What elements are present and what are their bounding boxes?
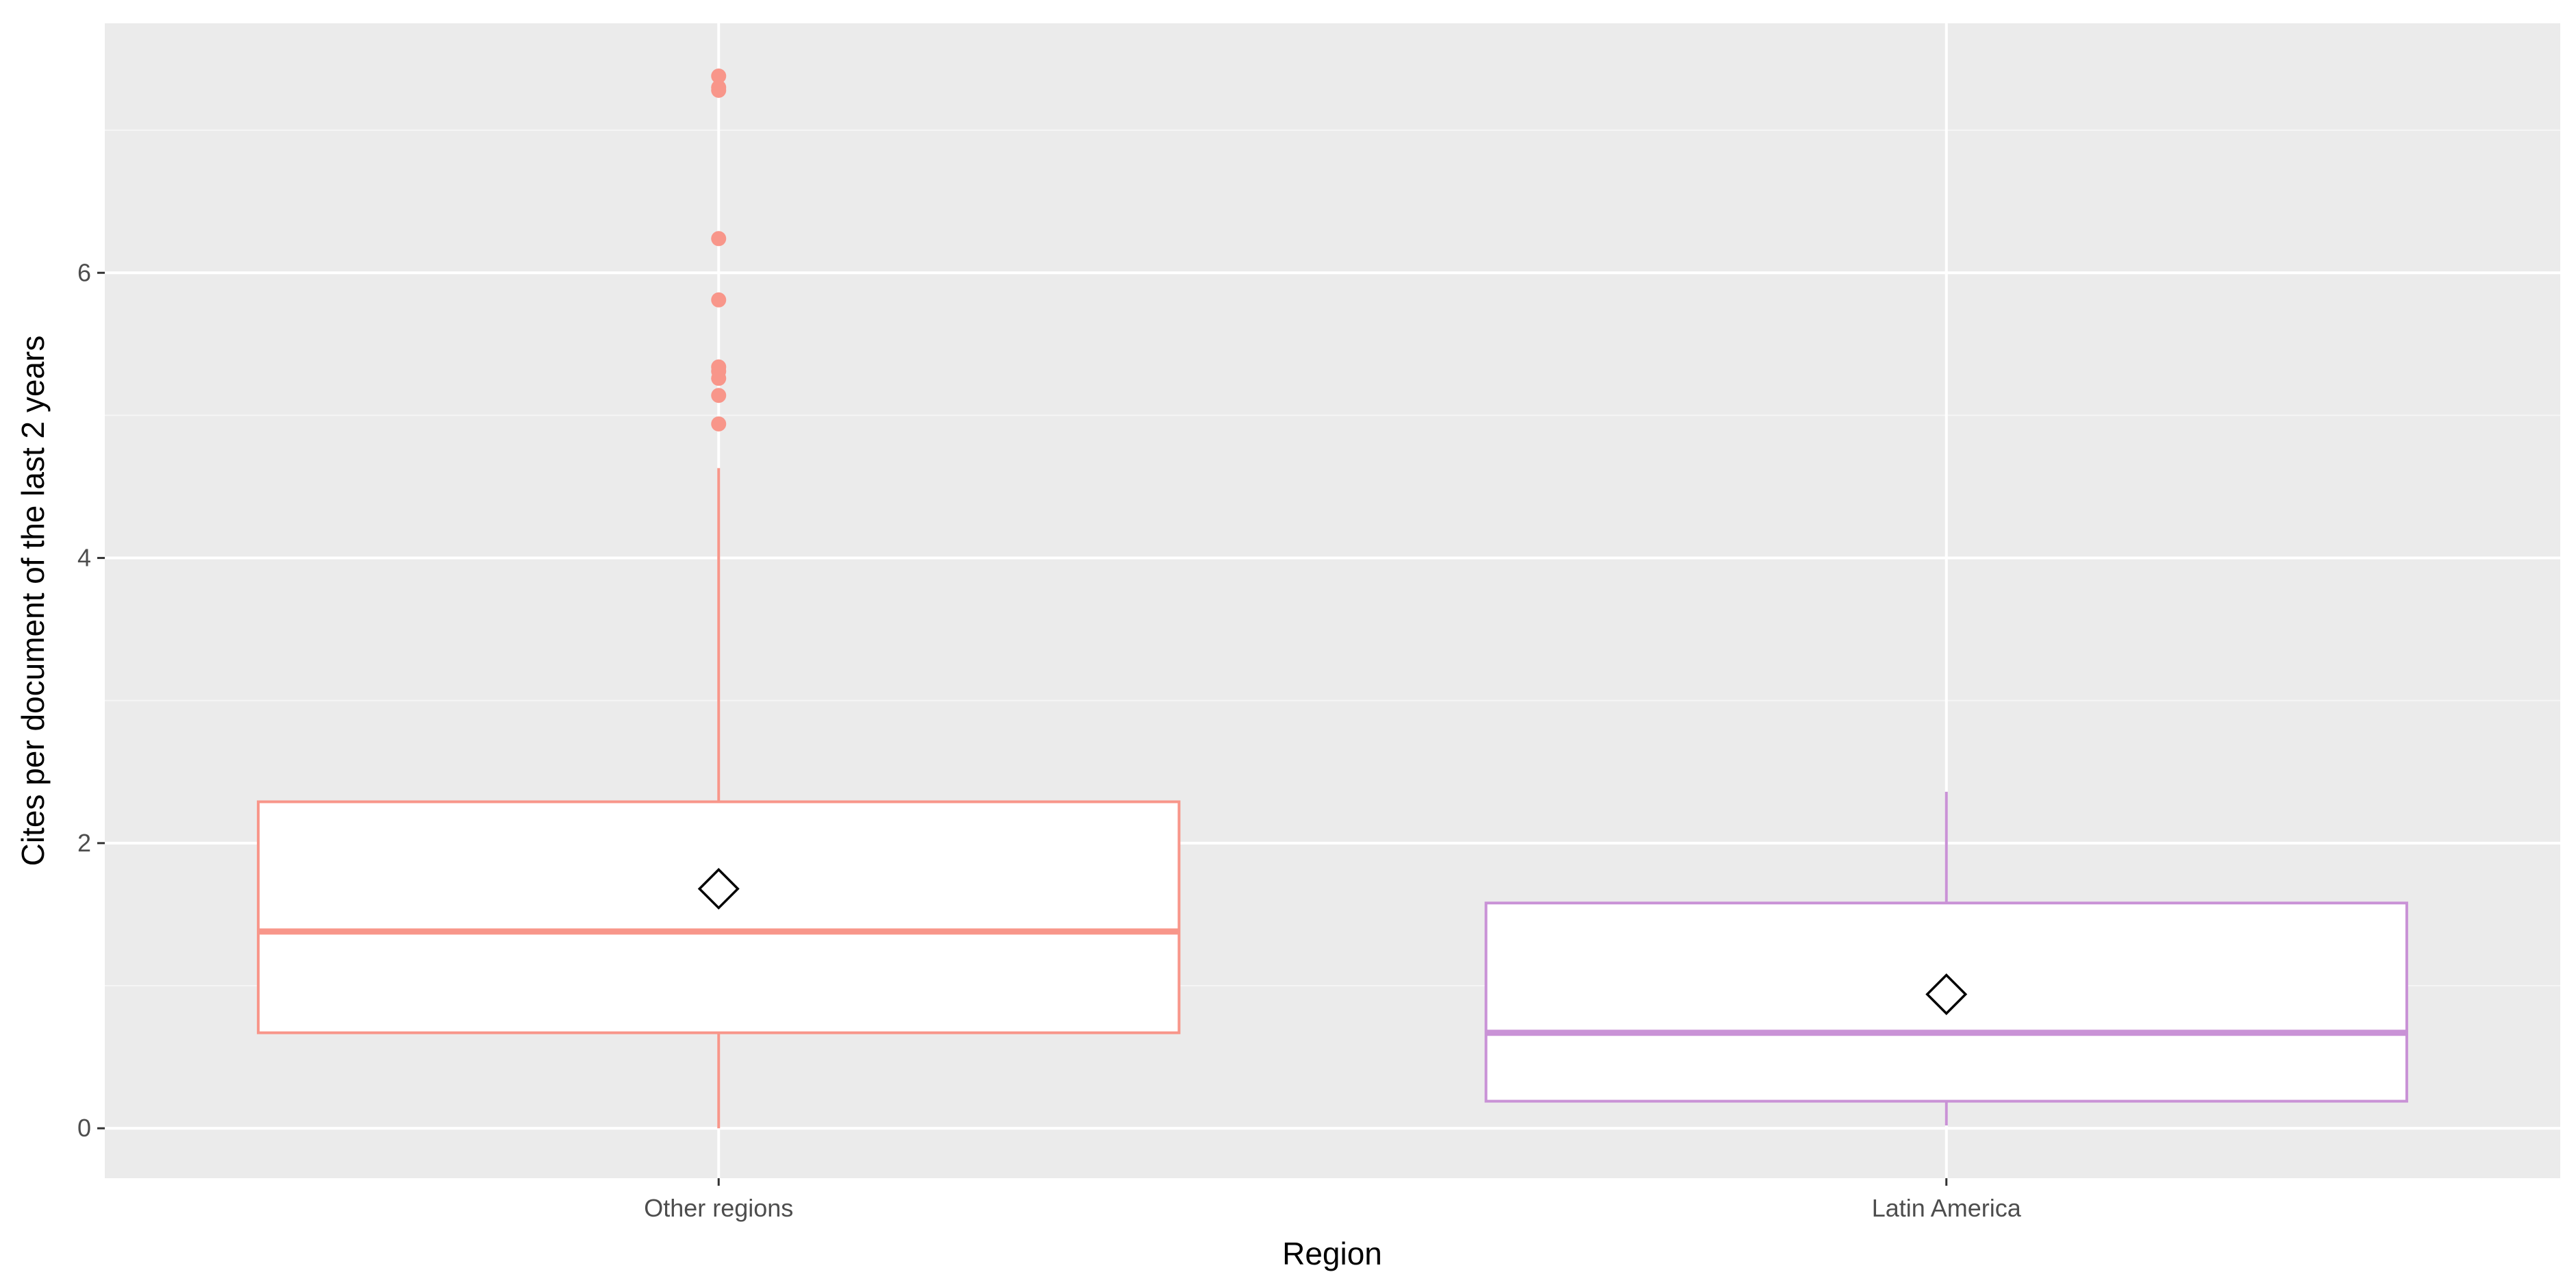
- box-other-regions: [257, 68, 1181, 1129]
- x-tick-label: Latin America: [1872, 1194, 2022, 1222]
- y-axis-title: Cites per document of the last 2 years: [15, 336, 51, 867]
- box-body: [257, 800, 1181, 1034]
- y-tick-label: 0: [77, 1114, 91, 1142]
- y-tick-label: 6: [77, 258, 91, 286]
- mean-marker: [697, 867, 740, 910]
- outlier-point: [711, 359, 727, 375]
- x-tick-label: Other regions: [644, 1194, 793, 1222]
- y-tick-label: 4: [77, 544, 91, 572]
- mean-marker: [1925, 973, 1968, 1015]
- box-series: [257, 68, 2408, 1129]
- outlier-point: [711, 231, 727, 247]
- outlier-point: [711, 292, 727, 308]
- y-tick-label: 2: [77, 829, 91, 857]
- x-axis-ticks: Other regions Latin America: [644, 1178, 2022, 1222]
- outlier-point: [711, 388, 727, 403]
- outlier-point: [711, 68, 727, 84]
- y-axis-ticks: 0 2 4 6: [77, 258, 105, 1142]
- box-latin-america: [1484, 791, 2408, 1125]
- outlier-point: [711, 79, 727, 95]
- outlier-point: [711, 416, 727, 432]
- x-axis-title: Region: [1282, 1236, 1382, 1271]
